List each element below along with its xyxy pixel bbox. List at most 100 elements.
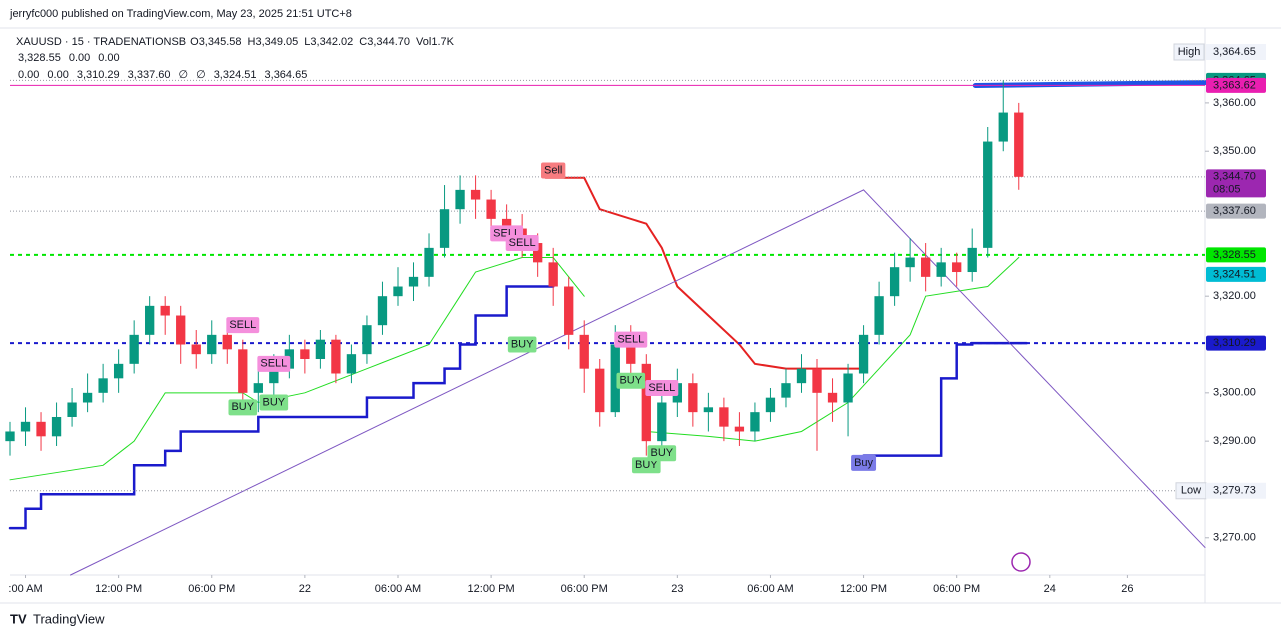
candle-body	[176, 315, 186, 345]
legend-text: 3,349.05	[255, 36, 298, 48]
signal-text: Buy	[854, 457, 873, 469]
candle-body	[300, 349, 310, 360]
candle-body	[1014, 112, 1024, 177]
signal-text: SELL	[648, 382, 675, 394]
candle-body	[719, 407, 729, 427]
candle-body	[967, 247, 977, 273]
indicator-line	[544, 176, 865, 370]
legend-text: 1.7K	[431, 36, 454, 48]
signal: BUY	[228, 399, 258, 416]
candle-body	[889, 267, 900, 297]
candle-body	[564, 286, 574, 335]
price-label: 3,363.62	[1213, 79, 1256, 91]
candle-body	[98, 378, 108, 393]
plot	[5, 79, 1208, 576]
signal: BUY	[647, 445, 677, 462]
x-tick-label: 06:00 PM	[561, 583, 608, 595]
signal-text: BUY	[511, 338, 534, 350]
signal: SELL	[257, 355, 291, 372]
legend-text: ∅	[196, 69, 206, 81]
candle-body	[595, 368, 605, 413]
signal: BUY	[507, 336, 537, 353]
legend-text: ∅	[179, 69, 189, 81]
legend-text: 3,344.70	[367, 36, 410, 48]
candle-body	[688, 383, 698, 413]
legend-text: 3,310.29	[77, 69, 120, 81]
signal: SELL	[645, 379, 679, 396]
legend-text: H	[248, 36, 256, 48]
candle-body	[222, 334, 232, 350]
candle-body	[548, 262, 558, 287]
signal-text: BUY	[635, 459, 658, 471]
x-tick-label: 06:00 PM	[188, 583, 235, 595]
y-tick-label: 3,270.00	[1213, 532, 1256, 544]
signal: SELL	[226, 317, 260, 334]
candle-body	[765, 397, 776, 413]
signal-box	[647, 445, 677, 462]
candle-body	[905, 257, 915, 268]
extreme-box	[1206, 482, 1266, 499]
candle-body	[160, 305, 170, 316]
signal-text: SELL	[617, 334, 644, 346]
legend-text: XAUUSD · 15 · TRADENATIONSB	[16, 36, 186, 48]
candle-body	[734, 426, 745, 432]
candle-body	[874, 296, 884, 335]
price-label: 3,324.51	[1213, 268, 1256, 280]
price-label: 3,310.29	[1213, 337, 1256, 349]
signal-text: SELL	[229, 319, 256, 331]
signal-text: BUY	[619, 375, 642, 387]
legend-text: C	[359, 36, 367, 48]
candle-body	[393, 286, 403, 297]
price-label-box	[1206, 247, 1266, 263]
legend-text: 0.00	[98, 52, 119, 64]
signal-box	[228, 399, 258, 416]
flash-icon[interactable]	[1011, 552, 1031, 572]
extreme-label: 3,364.65	[1213, 46, 1256, 58]
legend-text: 3,364.65	[265, 69, 308, 81]
candle-body	[36, 421, 46, 437]
signal-text: BUY	[651, 447, 674, 459]
candle-body	[952, 262, 962, 273]
signal-box	[541, 162, 566, 179]
indicator-line	[8, 285, 1028, 530]
candle-body	[827, 392, 838, 403]
extreme-box	[1206, 44, 1266, 60]
candle-body	[579, 334, 589, 369]
candle-body	[812, 368, 822, 393]
x-tick-label: :00 AM	[8, 583, 42, 595]
legend-text: 0.00	[18, 69, 39, 81]
candle-body	[858, 334, 869, 374]
y-tick-label: 3,290.00	[1213, 435, 1256, 447]
price-label-box	[1206, 266, 1266, 282]
candle-body	[5, 431, 15, 442]
signal-box	[616, 372, 646, 389]
legend-text: 3,345.58	[199, 36, 242, 48]
candle-body	[610, 344, 620, 413]
signal-box	[851, 454, 877, 471]
legend-text: 3,342.02	[310, 36, 353, 48]
signal-box	[257, 355, 291, 372]
candle-body	[983, 141, 993, 248]
signal-text: BUY	[263, 396, 286, 408]
candle-body	[51, 416, 62, 437]
candle-body	[533, 243, 543, 263]
y-tick-label: 3,350.00	[1213, 145, 1256, 157]
y-tick-label: 3,300.00	[1213, 387, 1256, 399]
candle-body	[843, 373, 853, 403]
x-tick-label: 06:00 AM	[747, 583, 793, 595]
x-tick-label: 12:00 PM	[95, 583, 142, 595]
signal-text: Sell	[544, 164, 562, 176]
x-tick-label: 22	[299, 583, 311, 595]
signal-text: BUY	[231, 401, 254, 413]
signal: SELL	[614, 331, 648, 348]
candle-body	[439, 209, 450, 248]
price-label-box	[1206, 335, 1266, 351]
candle-body	[331, 339, 341, 374]
candle-body	[750, 412, 760, 432]
candle-body	[424, 247, 434, 277]
legend-text: 0.00	[47, 69, 68, 81]
legend-text: 3,324.51	[214, 69, 257, 81]
price-label: 3,337.60	[1213, 205, 1256, 217]
x-tick-label: 26	[1121, 583, 1133, 595]
candle-body	[641, 363, 651, 442]
